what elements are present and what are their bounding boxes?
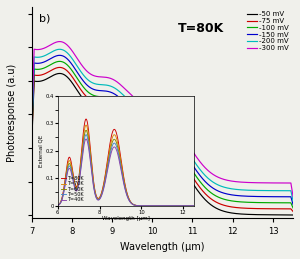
- Line: -100 mV: -100 mV: [32, 61, 293, 208]
- Line: -200 mV: -200 mV: [32, 49, 293, 201]
- -100 mV: [98, 95, 101, 98]
- -200 mV: [30, 134, 33, 138]
- -50 mV: [227, 211, 231, 214]
- -100 mV: [205, 188, 208, 191]
- -300 mV: [98, 75, 101, 78]
- -150 mV: [184, 154, 188, 157]
- -100 mV: [30, 140, 33, 143]
- -150 mV: [148, 121, 152, 124]
- Line: -150 mV: -150 mV: [32, 55, 293, 204]
- -150 mV: [30, 137, 33, 140]
- -300 mV: [58, 40, 61, 43]
- -100 mV: [58, 60, 61, 63]
- -75 mV: [76, 84, 80, 88]
- Line: -300 mV: -300 mV: [32, 41, 293, 196]
- -300 mV: [291, 195, 295, 198]
- -75 mV: [148, 133, 152, 136]
- -200 mV: [58, 48, 61, 51]
- -75 mV: [184, 166, 188, 169]
- -200 mV: [205, 175, 208, 178]
- -200 mV: [98, 83, 101, 86]
- Y-axis label: Photoresponse (a.u): Photoresponse (a.u): [7, 63, 17, 162]
- -50 mV: [148, 139, 152, 142]
- Line: -50 mV: -50 mV: [32, 74, 293, 215]
- -100 mV: [227, 199, 231, 202]
- -50 mV: [30, 146, 33, 149]
- -200 mV: [148, 115, 152, 118]
- -200 mV: [76, 66, 80, 69]
- -100 mV: [76, 78, 80, 81]
- -300 mV: [76, 59, 80, 62]
- -75 mV: [30, 143, 33, 147]
- Text: T=80K: T=80K: [178, 22, 224, 35]
- Line: -75 mV: -75 mV: [32, 67, 293, 211]
- -50 mV: [291, 213, 295, 217]
- -100 mV: [184, 160, 188, 163]
- -75 mV: [58, 66, 61, 69]
- -100 mV: [148, 127, 152, 130]
- -150 mV: [76, 72, 80, 75]
- -200 mV: [291, 199, 295, 203]
- -50 mV: [76, 90, 80, 93]
- X-axis label: Wavelength (μm): Wavelength (μm): [120, 242, 205, 252]
- -100 mV: [291, 206, 295, 210]
- -150 mV: [227, 193, 231, 196]
- -300 mV: [148, 107, 152, 110]
- -150 mV: [205, 181, 208, 184]
- -150 mV: [98, 89, 101, 92]
- -150 mV: [58, 54, 61, 57]
- -75 mV: [291, 210, 295, 213]
- -300 mV: [30, 131, 33, 134]
- -50 mV: [205, 199, 208, 203]
- -300 mV: [227, 179, 231, 182]
- -200 mV: [227, 187, 231, 190]
- -300 mV: [205, 168, 208, 171]
- -200 mV: [184, 148, 188, 151]
- Legend: -50 mV, -75 mV, -100 mV, -150 mV, -200 mV, -300 mV: -50 mV, -75 mV, -100 mV, -150 mV, -200 m…: [244, 8, 292, 54]
- Text: b): b): [39, 13, 51, 23]
- -50 mV: [184, 172, 188, 175]
- -75 mV: [227, 205, 231, 208]
- -75 mV: [205, 193, 208, 197]
- -75 mV: [98, 101, 101, 104]
- -50 mV: [98, 107, 101, 110]
- -300 mV: [184, 140, 188, 143]
- -50 mV: [58, 72, 61, 75]
- -150 mV: [291, 203, 295, 206]
